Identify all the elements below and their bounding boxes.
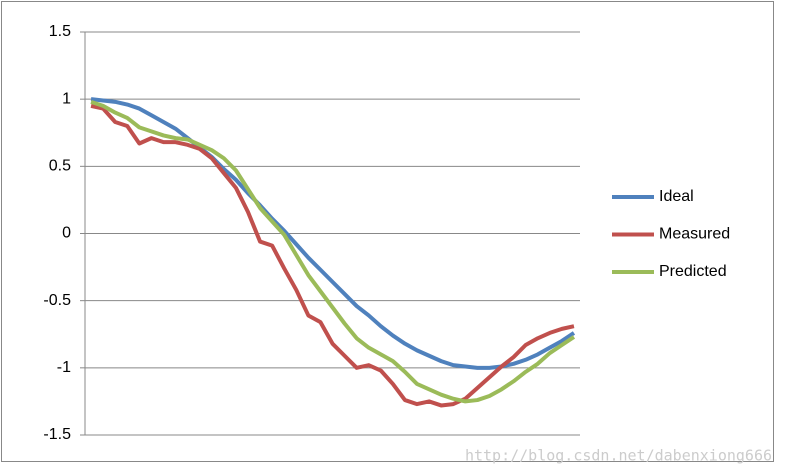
legend-label: Ideal <box>659 188 694 205</box>
legend-label: Predicted <box>659 263 727 280</box>
y-tick-label: 0 <box>62 225 71 242</box>
y-tick-label: 1.5 <box>49 23 71 40</box>
legend-label: Measured <box>659 226 730 243</box>
y-tick-label: 0.5 <box>49 158 71 175</box>
y-tick-label: 1 <box>62 90 71 107</box>
y-tick-label: -1.5 <box>43 426 71 443</box>
series-line <box>90 103 575 408</box>
series-line <box>90 99 576 404</box>
y-tick-label: -0.5 <box>43 292 71 309</box>
y-tick-label: -1 <box>57 359 71 376</box>
series-line <box>90 97 576 370</box>
chart-border <box>1 1 774 462</box>
watermark: http://blog.csdn.net/dabenxiong666 <box>465 447 772 465</box>
